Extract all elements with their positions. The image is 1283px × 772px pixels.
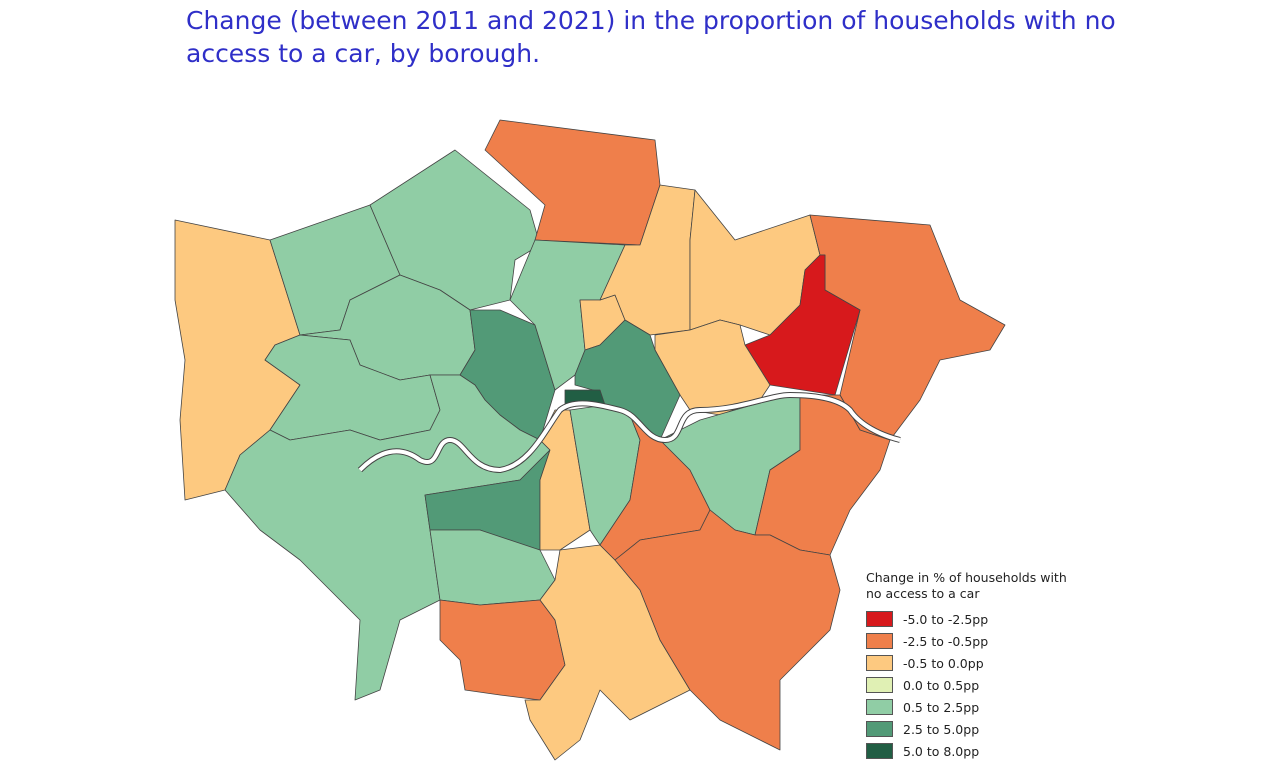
legend-title: Change in % of households with no access… <box>866 570 1067 601</box>
legend-item: 2.5 to 5.0pp <box>866 718 1096 740</box>
legend-label: 0.0 to 0.5pp <box>903 677 980 693</box>
legend-item: 0.0 to 0.5pp <box>866 674 1096 696</box>
legend-swatch <box>866 633 893 649</box>
legend-label: 5.0 to 8.0pp <box>903 743 980 759</box>
legend: Change in % of households with no access… <box>866 570 1096 762</box>
legend-item: -5.0 to -2.5pp <box>866 608 1096 630</box>
legend-item: 0.5 to 2.5pp <box>866 696 1096 718</box>
river-thames-water <box>358 392 901 473</box>
legend-item: -2.5 to -0.5pp <box>866 630 1096 652</box>
legend-item: -0.5 to 0.0pp <box>866 652 1096 674</box>
legend-label: -2.5 to -0.5pp <box>903 633 989 649</box>
legend-swatch <box>866 611 893 627</box>
legend-label: 0.5 to 2.5pp <box>903 699 980 715</box>
legend-item: 5.0 to 8.0pp <box>866 740 1096 762</box>
legend-swatch <box>866 743 893 759</box>
legend-swatch <box>866 721 893 737</box>
legend-swatch <box>866 677 893 693</box>
title: Change (between 2011 and 2021) in the pr… <box>186 6 1116 68</box>
legend-swatch <box>866 699 893 715</box>
legend-label: 2.5 to 5.0pp <box>903 721 980 737</box>
borough <box>439 599 566 701</box>
borough <box>614 509 841 751</box>
legend-label: -5.0 to -2.5pp <box>903 611 989 627</box>
legend-swatch <box>866 655 893 671</box>
legend-items: -5.0 to -2.5pp -2.5 to -0.5pp -0.5 to 0.0p… <box>866 608 1096 762</box>
legend-label: -0.5 to 0.0pp <box>903 655 984 671</box>
